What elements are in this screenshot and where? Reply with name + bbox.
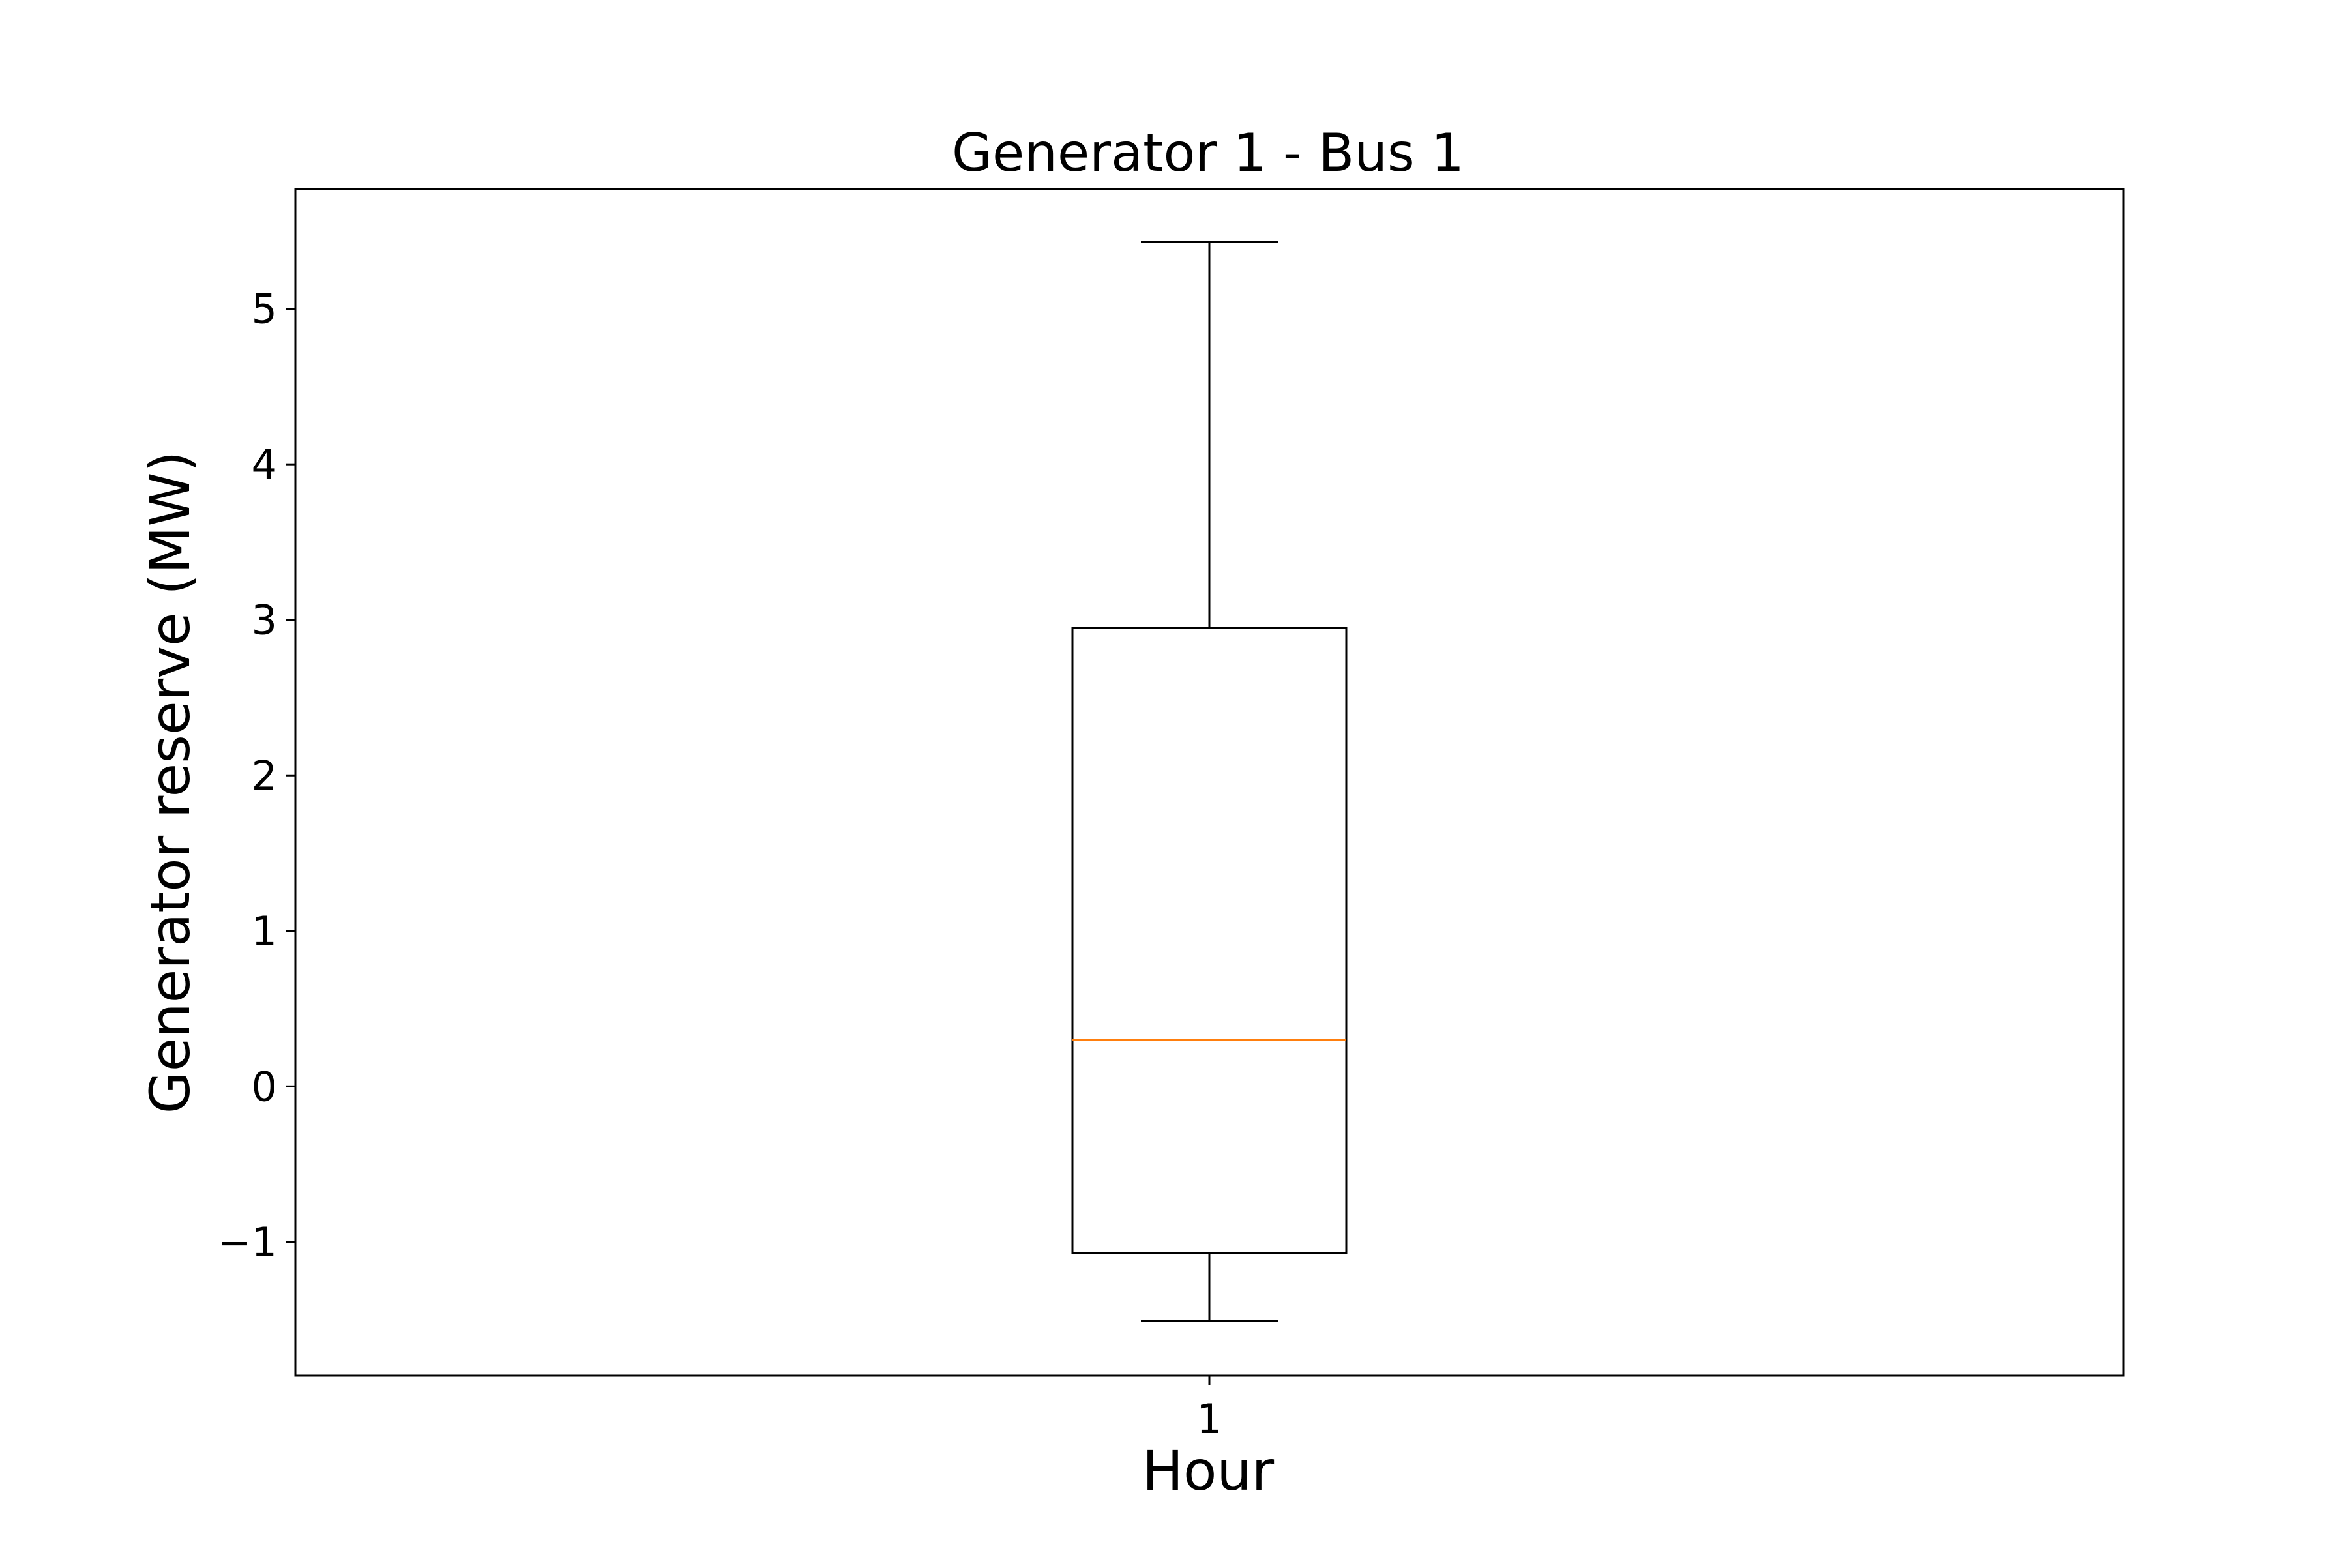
y-tick-label: 5 xyxy=(252,286,277,333)
y-tick-label: 3 xyxy=(252,597,277,644)
y-tick-label: 2 xyxy=(252,752,277,799)
y-axis-label: Generator reserve (MW) xyxy=(138,451,202,1114)
x-tick-label: 1 xyxy=(1196,1395,1222,1443)
y-tick-label: 1 xyxy=(252,908,277,955)
y-tick-label: 0 xyxy=(252,1063,277,1110)
box-iqr xyxy=(1071,627,1348,1254)
y-tick-label: −1 xyxy=(218,1219,277,1266)
plot-area: −1 0 1 2 3 4 5 1 xyxy=(218,188,2125,1443)
y-tick-label: 4 xyxy=(252,441,277,488)
chart-title: Generator 1 - Bus 1 xyxy=(952,123,1464,183)
x-axis-label: Hour xyxy=(1142,1439,1275,1503)
